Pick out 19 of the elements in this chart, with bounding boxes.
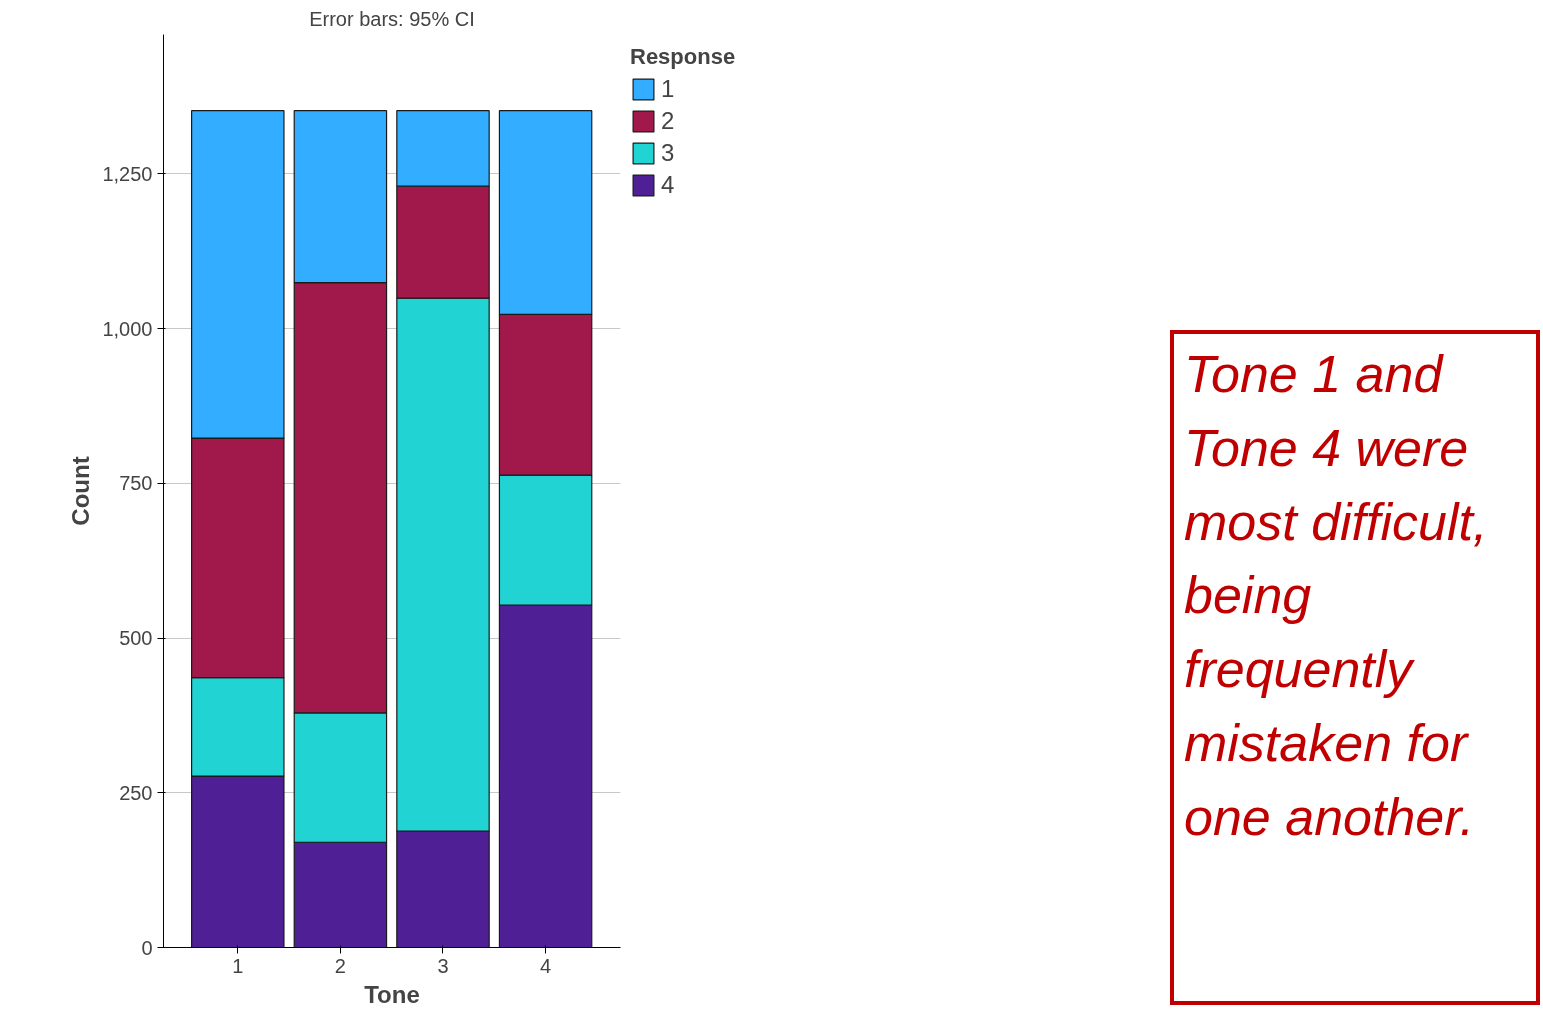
legend-label: 2 <box>661 107 676 135</box>
y-tick-label: 1,000 <box>102 317 153 340</box>
legend-title: Response <box>630 44 736 70</box>
legend-label: 1 <box>661 75 676 103</box>
x-axis-title: Tone <box>364 980 420 1008</box>
legend-label: 3 <box>661 139 676 167</box>
x-tick-label: 2 <box>334 954 346 977</box>
x-tick-label: 3 <box>437 954 449 977</box>
y-axis-title: Count <box>67 456 95 526</box>
text: Tone 1 and Tone 4 were most difficult, being frequently mistaken for one another. <box>1184 344 1488 848</box>
y-tick-label: 500 <box>119 627 153 650</box>
y-tick-label: 1,250 <box>102 162 153 185</box>
x-tick-label: 1 <box>232 954 244 977</box>
y-tick-label: 250 <box>119 781 153 804</box>
x-tick-label: 4 <box>540 954 552 977</box>
y-tick-label: 750 <box>119 472 153 495</box>
chart-title: Error bars: 95% CI <box>309 7 475 30</box>
legend-label: 4 <box>661 171 676 199</box>
y-tick-label: 0 <box>141 936 153 959</box>
